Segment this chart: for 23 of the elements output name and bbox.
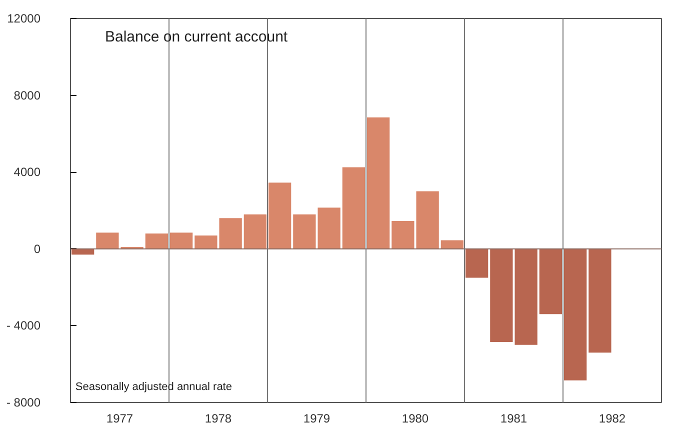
- y-tick-label: - 8000: [6, 396, 41, 410]
- bar: [342, 167, 366, 249]
- y-tick-label: 4000: [14, 165, 41, 180]
- y-tick-label: 0: [34, 242, 41, 256]
- x-tick-label: 1981: [500, 412, 528, 426]
- bar: [366, 117, 390, 249]
- bar: [440, 240, 464, 249]
- bar: [465, 248, 488, 278]
- x-tick-label: 1980: [402, 412, 429, 426]
- x-tick-label: 1978: [204, 412, 232, 426]
- x-tick-label: 1979: [303, 412, 330, 426]
- y-tick-label: - 4000: [6, 318, 41, 333]
- bar: [588, 248, 612, 353]
- bar: [145, 234, 168, 249]
- x-tick-label: 1982: [598, 412, 626, 426]
- bar: [244, 214, 267, 249]
- y-tick-label: 8000: [14, 88, 41, 102]
- bar: [539, 248, 562, 314]
- bar: [170, 232, 193, 249]
- bar: [268, 182, 292, 249]
- y-tick-label: 12000: [7, 12, 41, 26]
- x-tick-label: 1977: [106, 412, 134, 426]
- bar: [564, 248, 587, 380]
